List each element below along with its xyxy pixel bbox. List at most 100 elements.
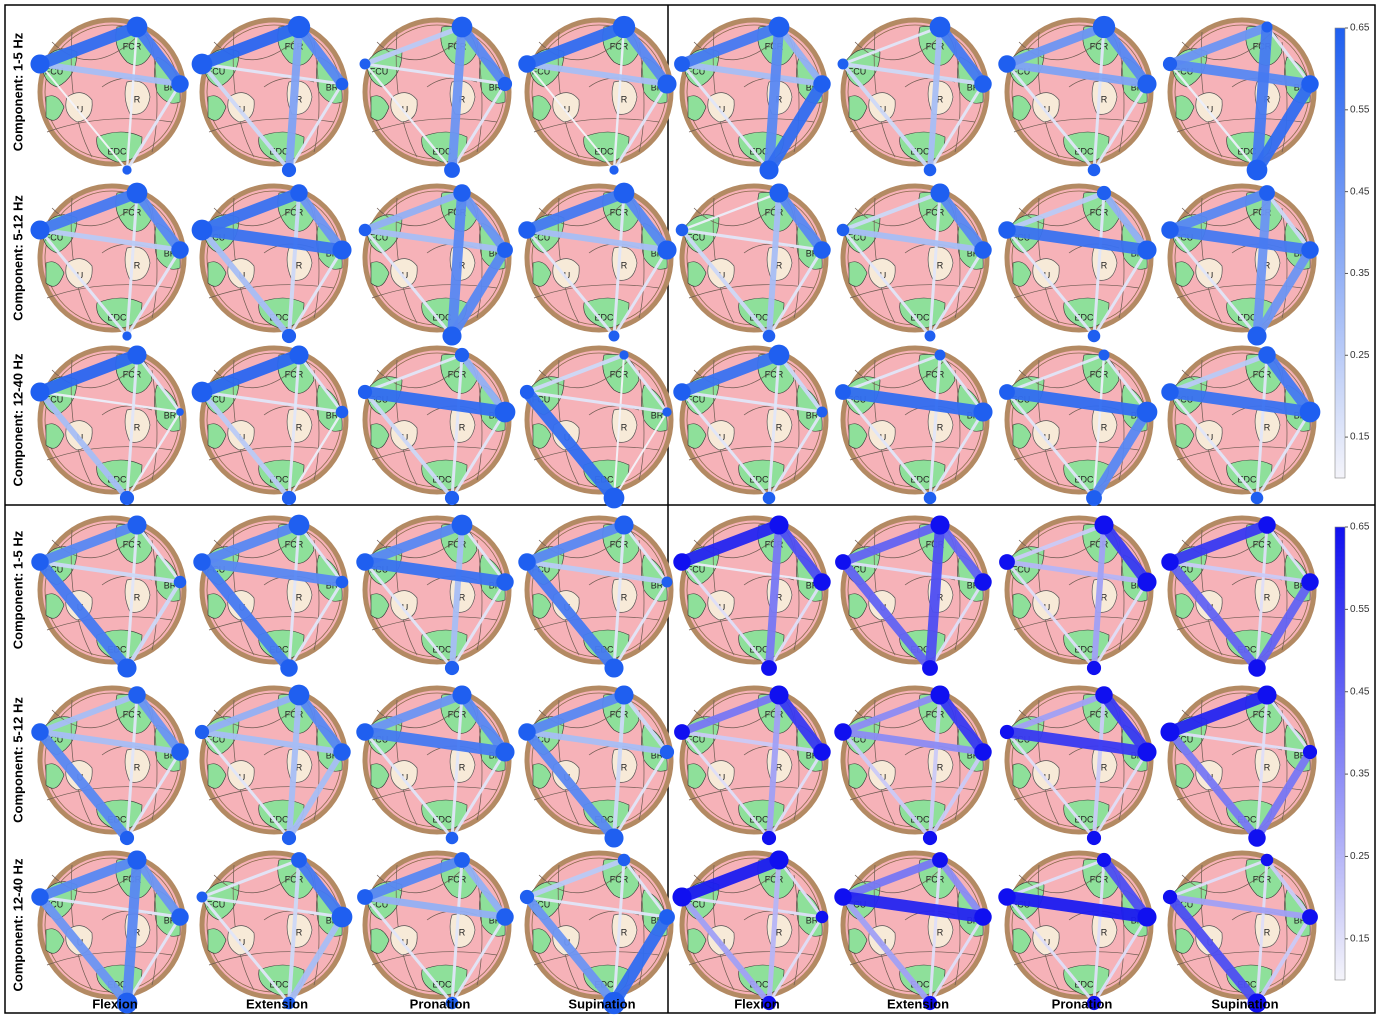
node — [974, 241, 991, 258]
muscle-label: FCR — [1090, 369, 1109, 379]
node — [192, 54, 213, 75]
node — [1137, 74, 1156, 93]
muscle-label: R — [621, 94, 628, 104]
node — [1086, 490, 1102, 506]
panel: FCRBREDCFCUUR — [360, 17, 513, 178]
node — [838, 59, 849, 70]
node — [998, 221, 1015, 238]
node — [604, 488, 625, 509]
node — [496, 908, 513, 925]
muscle-label: FCR — [926, 369, 945, 379]
node — [614, 183, 635, 204]
node — [445, 661, 459, 675]
node — [359, 224, 372, 237]
muscle-label: FCR — [1253, 709, 1272, 719]
node — [762, 831, 776, 845]
node — [932, 852, 948, 868]
colorbar-label: 0.25 — [1350, 851, 1370, 862]
node — [452, 515, 473, 536]
colorbar-label: 0.45 — [1350, 686, 1370, 697]
node — [1095, 686, 1112, 703]
node — [614, 515, 633, 534]
muscle-label: FCR — [448, 369, 467, 379]
node — [1093, 16, 1115, 38]
column-label: Flexion — [92, 996, 138, 1011]
node — [288, 16, 310, 38]
muscle-label: R — [937, 762, 944, 772]
node — [769, 850, 788, 869]
node — [1097, 853, 1111, 867]
node — [674, 56, 690, 72]
node — [336, 576, 349, 589]
column-label: Pronation — [1052, 996, 1113, 1011]
node — [604, 828, 623, 847]
node — [974, 743, 991, 760]
node — [495, 402, 516, 423]
panel: FCRBREDCFCUUR — [192, 16, 349, 177]
panel: FCRBREDCFCUUR — [356, 515, 513, 675]
muscle-label: R — [1264, 927, 1271, 937]
colorbar-label: 0.35 — [1350, 769, 1370, 780]
muscle-label: FCR — [765, 709, 784, 719]
node — [127, 183, 148, 204]
muscle-label: R — [1101, 94, 1108, 104]
panel: FCRBREDCFCUUR — [676, 183, 831, 342]
column-label: Extension — [887, 996, 949, 1011]
column-label: Extension — [246, 996, 308, 1011]
node — [336, 78, 349, 91]
node — [120, 491, 134, 505]
node — [834, 723, 851, 740]
node — [332, 907, 353, 928]
muscle-label: R — [134, 592, 141, 602]
node — [974, 75, 991, 92]
colorbar-label: 0.25 — [1350, 350, 1370, 361]
node — [1259, 185, 1275, 201]
panel: FCRBREDCFCUUR — [999, 348, 1157, 506]
node — [1000, 725, 1014, 739]
muscle-label: FCR — [610, 207, 629, 217]
node — [835, 384, 851, 400]
muscle-label: R — [134, 260, 141, 270]
muscle-label: R — [621, 762, 628, 772]
node — [769, 515, 788, 534]
node — [498, 77, 512, 91]
node — [446, 832, 459, 845]
muscle-label: FCR — [1090, 539, 1109, 549]
panel: FCRBREDCFCUUR — [1000, 686, 1157, 845]
muscle-label: FCR — [610, 369, 629, 379]
node — [1247, 326, 1266, 345]
node — [1163, 890, 1177, 904]
node — [1161, 383, 1178, 400]
node — [813, 241, 830, 258]
colorbar-label: 0.55 — [1350, 604, 1370, 615]
node — [769, 17, 790, 38]
node — [673, 383, 690, 400]
node — [291, 852, 307, 868]
panel: FCRBREDCFCUUR — [31, 686, 188, 845]
colorbar — [1335, 28, 1345, 478]
node — [1251, 492, 1264, 505]
muscle-label: R — [1101, 762, 1108, 772]
panel: FCRBREDCFCUUR — [1163, 20, 1319, 180]
panel: FCRBREDCFCUUR — [358, 348, 515, 505]
node — [1257, 685, 1276, 704]
node — [1160, 722, 1179, 741]
panel: FCRBREDCFCUUR — [356, 685, 514, 844]
node — [1137, 742, 1156, 761]
node — [619, 350, 628, 359]
node — [813, 573, 830, 590]
muscle-label: FCR — [610, 539, 629, 549]
muscle-label: FCR — [123, 709, 142, 719]
panel: FCRBREDCFCUUR — [998, 186, 1156, 342]
colorbar-label: 0.45 — [1350, 186, 1370, 197]
muscle-label: R — [937, 260, 944, 270]
muscle-label: FCR — [448, 709, 467, 719]
node — [1161, 221, 1178, 238]
muscle-label: FCR — [123, 369, 142, 379]
muscle-label: EDC — [107, 146, 127, 156]
node — [518, 723, 535, 740]
muscle-label: EDC — [594, 146, 614, 156]
node — [1261, 854, 1274, 867]
